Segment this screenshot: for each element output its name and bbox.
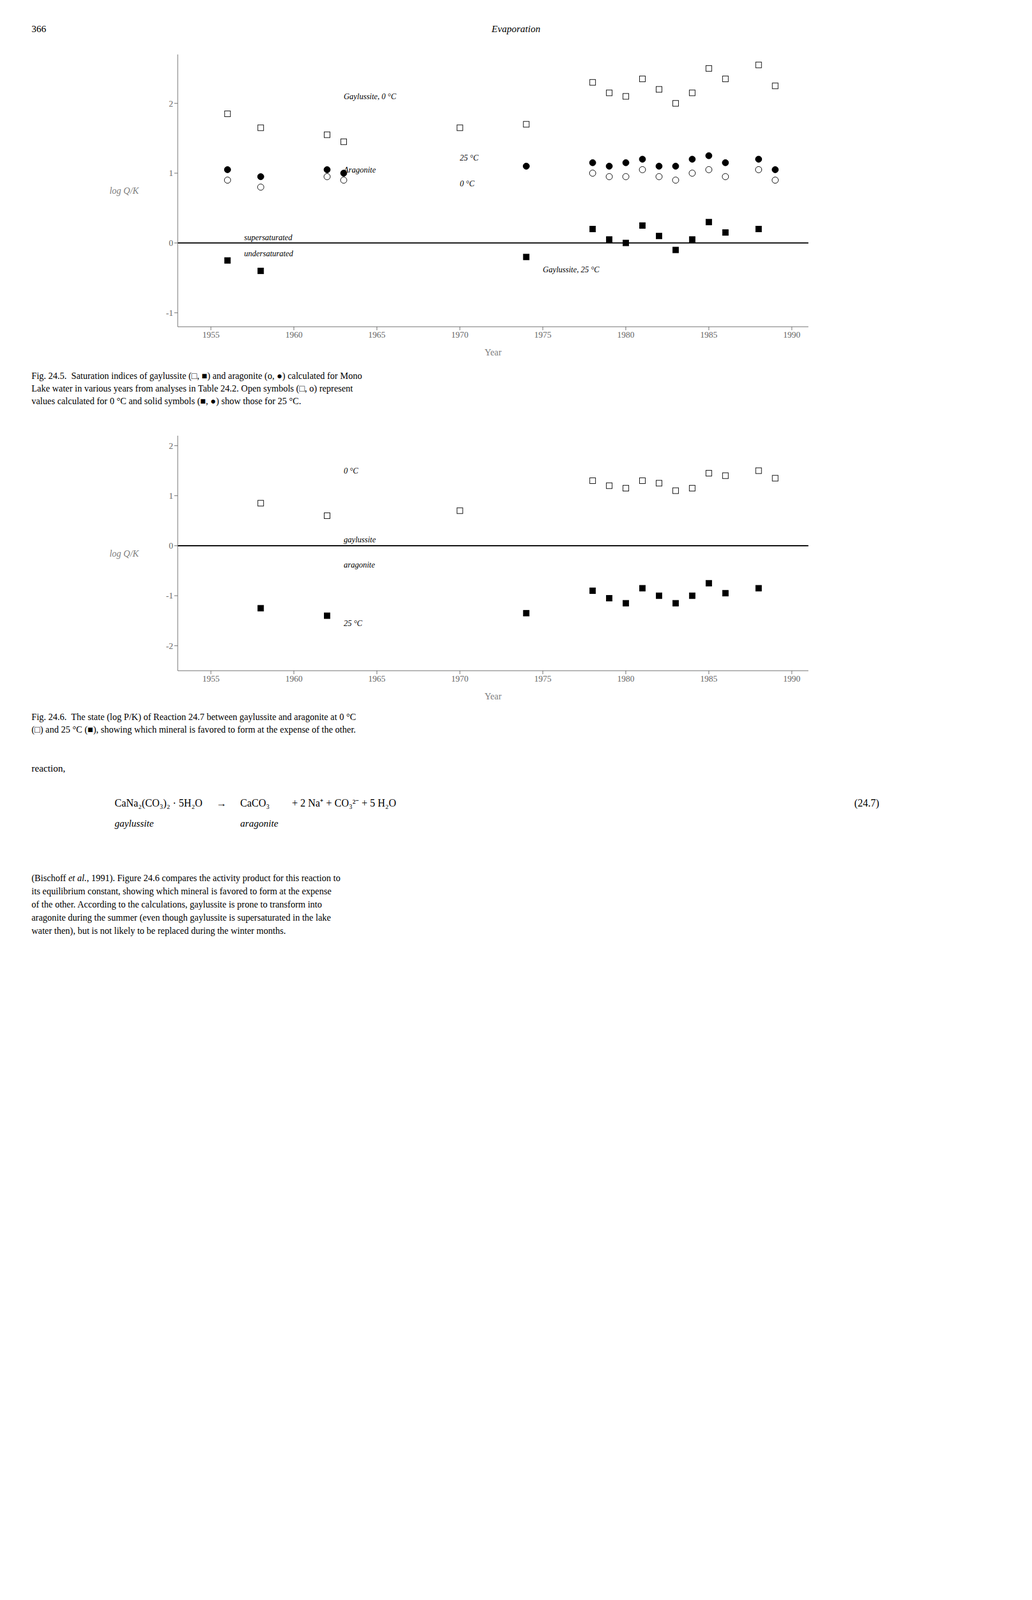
html-text:CaNa₂(CO₃)₂ · 5H₂O: CaNa₂(CO₃)₂ · 5H₂O bbox=[114, 797, 203, 809]
svg-text:1970: 1970 bbox=[451, 330, 469, 340]
html-text:aragonite during the summer (e: aragonite during the summer (even though… bbox=[31, 912, 331, 923]
html-text:gaylussite: gaylussite bbox=[114, 818, 154, 830]
svg-text:-1: -1 bbox=[166, 591, 174, 601]
svg-text:-1: -1 bbox=[166, 308, 174, 318]
svg-text:1975: 1975 bbox=[534, 674, 552, 684]
svg-text:Gaylussite, 0 °C: Gaylussite, 0 °C bbox=[343, 92, 397, 101]
svg-text:1990: 1990 bbox=[783, 674, 801, 684]
svg-text:0 °C: 0 °C bbox=[459, 179, 475, 189]
svg-text:1980: 1980 bbox=[617, 674, 635, 684]
svg-text:log Q/K: log Q/K bbox=[109, 548, 140, 559]
svg-text:1980: 1980 bbox=[617, 330, 635, 340]
html-text:of the other. According to the: of the other. According to the calculati… bbox=[31, 899, 322, 910]
svg-text:1965: 1965 bbox=[368, 330, 386, 340]
html-text:(Bischoff et al., 1991). Figur: (Bischoff et al., 1991). Figure 24.6 com… bbox=[31, 873, 341, 883]
svg-text:undersaturated: undersaturated bbox=[244, 249, 295, 258]
svg-text:1: 1 bbox=[169, 491, 174, 501]
svg-text:1990: 1990 bbox=[783, 330, 801, 340]
svg-text:1: 1 bbox=[169, 168, 174, 178]
svg-text:1965: 1965 bbox=[368, 674, 386, 684]
svg-text:1955: 1955 bbox=[202, 674, 220, 684]
svg-text:0 °C: 0 °C bbox=[343, 466, 359, 476]
svg-text:gaylussite: gaylussite bbox=[343, 535, 376, 545]
svg-text:Year: Year bbox=[484, 347, 502, 358]
html-text:Fig. 24.6. The state (log Ρ/Κ): Fig. 24.6. The state (log Ρ/Κ) of Reacti… bbox=[31, 712, 357, 722]
svg-text:0: 0 bbox=[169, 541, 174, 551]
svg-text:1985: 1985 bbox=[700, 330, 718, 340]
html-text:reaction,: reaction, bbox=[31, 763, 66, 774]
svg-text:0: 0 bbox=[169, 238, 174, 248]
html-text:Lake water in various years fr: Lake water in various years from analyse… bbox=[31, 383, 353, 394]
html-text:(24.7): (24.7) bbox=[854, 797, 880, 809]
html-text:Fig. 24.5. Saturation indices: Fig. 24.5. Saturation indices of gayluss… bbox=[31, 370, 363, 381]
svg-text:2: 2 bbox=[169, 99, 174, 109]
svg-text:supersaturated: supersaturated bbox=[244, 233, 293, 242]
svg-text:Aragonite: Aragonite bbox=[342, 165, 376, 175]
svg-text:25 °C: 25 °C bbox=[459, 153, 479, 163]
svg-text:25 °C: 25 °C bbox=[343, 619, 363, 628]
html-text:water then), but is not likely: water then), but is not likely to be rep… bbox=[31, 925, 286, 936]
svg-text:2: 2 bbox=[169, 441, 174, 451]
svg-text:1955: 1955 bbox=[202, 330, 220, 340]
svg-text:-2: -2 bbox=[166, 641, 174, 651]
html-text:its equilibrium constant, show: its equilibrium constant, showing which … bbox=[31, 886, 332, 897]
html-text:Evaporation: Evaporation bbox=[491, 23, 541, 35]
svg-text:log Q/K: log Q/K bbox=[109, 185, 140, 197]
svg-text:1970: 1970 bbox=[451, 674, 469, 684]
html-text:(□) and 25 °C (■), showing whi: (□) and 25 °C (■), showing which mineral… bbox=[31, 724, 356, 735]
html-text:366: 366 bbox=[31, 23, 47, 35]
svg-text:Year: Year bbox=[484, 691, 502, 702]
svg-text:1960: 1960 bbox=[285, 330, 303, 340]
html-text:+ 2 Na⁺ + CO₃²⁻ + 5 H₂O: + 2 Na⁺ + CO₃²⁻ + 5 H₂O bbox=[291, 797, 397, 809]
svg-text:1975: 1975 bbox=[534, 330, 552, 340]
html-text:CaCO₃: CaCO₃ bbox=[240, 797, 270, 809]
svg-text:aragonite: aragonite bbox=[343, 560, 375, 570]
svg-text:1985: 1985 bbox=[700, 674, 718, 684]
svg-text:1960: 1960 bbox=[285, 674, 303, 684]
html-text:aragonite: aragonite bbox=[240, 818, 279, 830]
svg-text:Gaylussite, 25 °C: Gaylussite, 25 °C bbox=[542, 265, 600, 275]
html-text:values calculated for 0 °C and: values calculated for 0 °C and solid sym… bbox=[31, 396, 302, 406]
